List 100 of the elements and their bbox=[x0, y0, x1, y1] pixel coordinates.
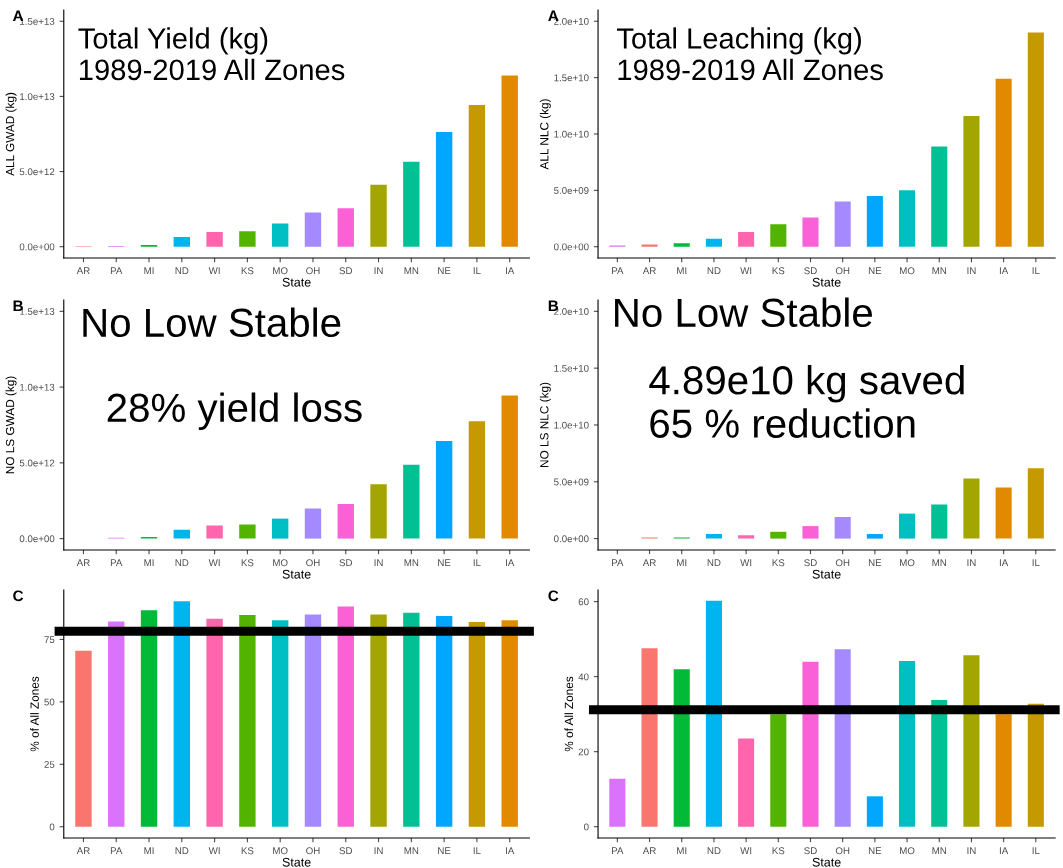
bar bbox=[931, 699, 948, 827]
bar bbox=[641, 648, 658, 827]
x-tick-label: MN bbox=[404, 847, 419, 855]
bar bbox=[802, 661, 819, 827]
y-axis-title: NO LS NLC (kg) bbox=[539, 382, 551, 467]
x-tick-label: NE bbox=[868, 267, 882, 275]
x-tick-label: NE bbox=[868, 559, 882, 567]
bar bbox=[468, 621, 486, 827]
y-tick-label: 0 bbox=[583, 823, 589, 831]
bar bbox=[770, 224, 787, 247]
bar bbox=[337, 208, 354, 247]
x-tick-label: MO bbox=[900, 559, 915, 567]
annotation: 4.89e10 kg saved 65 % reduction bbox=[649, 364, 964, 438]
annotation: 28% yield loss bbox=[107, 392, 362, 431]
x-tick-label: IL bbox=[473, 847, 481, 855]
bar bbox=[435, 440, 453, 539]
x-tick-label: KS bbox=[772, 847, 785, 855]
x-tick-label: AR bbox=[76, 559, 90, 567]
bar bbox=[899, 190, 916, 247]
x-tick-label: PA bbox=[110, 847, 123, 855]
y-tick-label: 1.0e+10 bbox=[554, 421, 589, 429]
x-tick-label: MO bbox=[900, 847, 915, 855]
bar bbox=[239, 524, 256, 539]
bar bbox=[963, 655, 980, 827]
x-tick-label: PA bbox=[612, 559, 624, 567]
bar bbox=[931, 146, 948, 247]
bar bbox=[370, 484, 387, 539]
x-tick-label: MI bbox=[144, 267, 154, 275]
x-tick-label: SD bbox=[804, 559, 817, 567]
y-tick-label: 1.5e+10 bbox=[554, 364, 589, 372]
annotation: Total Leaching (kg) 1989-2019 All Zones bbox=[616, 27, 883, 81]
x-tick-label: MN bbox=[404, 267, 419, 275]
y-tick-label: 50 bbox=[44, 698, 55, 706]
bar bbox=[738, 535, 755, 539]
bar bbox=[501, 395, 518, 539]
y-tick-label: 0.0e+00 bbox=[553, 243, 589, 251]
bar bbox=[705, 238, 722, 247]
bar bbox=[673, 243, 690, 247]
x-tick-label: ND bbox=[175, 559, 189, 567]
x-tick-label: IN bbox=[967, 559, 976, 567]
x-tick-label: IA bbox=[506, 267, 515, 275]
chart-title: C bbox=[13, 590, 24, 602]
bar bbox=[995, 487, 1012, 539]
bar bbox=[738, 738, 755, 827]
y-tick-label: 60 bbox=[578, 598, 589, 606]
x-tick-label: SD bbox=[339, 267, 353, 275]
x-tick-label: NE bbox=[438, 267, 451, 275]
x-tick-label: SD bbox=[804, 847, 817, 855]
bar bbox=[337, 606, 354, 827]
bar bbox=[834, 201, 851, 247]
bar bbox=[271, 620, 289, 827]
bar bbox=[995, 78, 1012, 247]
x-axis-title: State bbox=[282, 569, 311, 579]
bar bbox=[108, 621, 125, 827]
x-tick-label: IN bbox=[374, 847, 383, 855]
x-tick-label: IA bbox=[506, 559, 515, 567]
x-tick-label: MN bbox=[932, 847, 947, 855]
y-tick-label: 1.0e+10 bbox=[554, 130, 589, 138]
x-tick-label: NE bbox=[438, 559, 451, 567]
annotation: No Low Stable bbox=[83, 307, 341, 338]
bar bbox=[75, 650, 92, 827]
x-tick-label: OH bbox=[306, 267, 320, 275]
x-tick-label: KS bbox=[772, 267, 785, 275]
y-axis-title: % of All Zones bbox=[30, 676, 39, 752]
y-tick-label: 5.0e+09 bbox=[553, 478, 589, 486]
bar bbox=[899, 660, 916, 827]
x-tick-label: IN bbox=[967, 847, 976, 855]
y-tick-label: 5.0e+09 bbox=[553, 187, 589, 194]
x-axis-title: State bbox=[282, 857, 311, 867]
bar bbox=[239, 231, 256, 247]
x-tick-label: WI bbox=[208, 559, 220, 567]
y-axis-title: NO LS GWAD (kg) bbox=[5, 376, 17, 474]
bar bbox=[802, 217, 819, 247]
bar bbox=[435, 132, 453, 247]
bar bbox=[834, 517, 851, 539]
x-tick-label: MI bbox=[677, 847, 687, 855]
bar bbox=[403, 161, 420, 247]
x-tick-label: KS bbox=[241, 847, 254, 855]
x-tick-label: ND bbox=[707, 847, 721, 855]
bar bbox=[1027, 32, 1044, 247]
x-tick-label: IA bbox=[999, 267, 1009, 275]
bar bbox=[673, 669, 690, 827]
x-tick-label: AR bbox=[76, 847, 90, 855]
bar bbox=[337, 504, 354, 539]
x-tick-label: IN bbox=[374, 559, 383, 567]
bar bbox=[770, 714, 787, 827]
x-tick-label: WI bbox=[740, 267, 752, 275]
bar bbox=[501, 75, 518, 247]
bar bbox=[403, 612, 420, 827]
annotation: Total Yield (kg) 1989-2019 All Zones bbox=[78, 27, 345, 81]
bar bbox=[271, 518, 289, 539]
bar bbox=[403, 464, 420, 539]
bar bbox=[1027, 703, 1044, 827]
bar bbox=[468, 104, 486, 247]
bar bbox=[304, 212, 322, 247]
bar bbox=[140, 610, 158, 827]
bar bbox=[239, 614, 256, 827]
x-tick-label: IL bbox=[1032, 559, 1040, 567]
bar bbox=[899, 513, 916, 539]
x-tick-label: KS bbox=[772, 559, 785, 567]
